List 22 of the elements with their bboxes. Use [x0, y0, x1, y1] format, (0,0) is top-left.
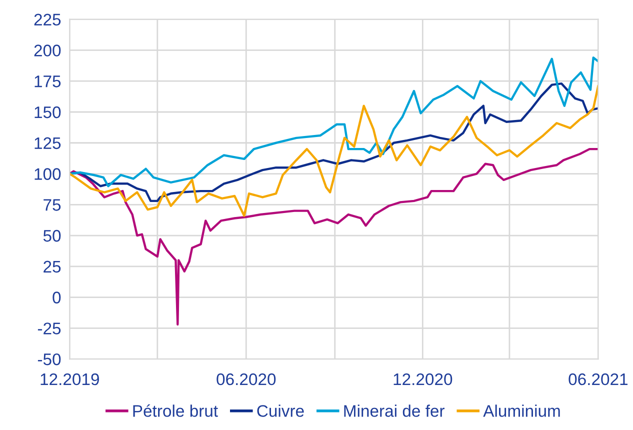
legend-label: Cuivre [257, 404, 304, 417]
y-tick-label: 200 [34, 44, 61, 56]
legend-label: Minerai de fer [344, 404, 445, 417]
legend-label: Aluminium [483, 404, 560, 417]
line-series [70, 148, 598, 326]
y-tick-label: -25 [38, 322, 61, 334]
y-tick-label: 225 [34, 14, 61, 26]
line-series [70, 56, 598, 188]
y-tick-label: 75 [44, 199, 61, 211]
x-tick-label: 12.2020 [394, 373, 452, 386]
y-tick-label: 100 [34, 168, 61, 180]
y-tick-label: 25 [44, 260, 61, 273]
y-tick-label: 125 [34, 137, 61, 150]
y-tick-label: 175 [34, 76, 61, 88]
y-tick-label: 50 [43, 230, 61, 242]
y-tick-label: -50 [38, 353, 61, 366]
y-tick-label: 150 [34, 106, 61, 118]
y-tick-label: 0 [52, 292, 61, 304]
x-tick-label: 06.2020 [216, 373, 276, 386]
legend-label: Pétrole brut [133, 404, 218, 417]
x-tick-label: 12.2019 [40, 373, 99, 386]
x-tick-label: 06.2021 [568, 373, 628, 386]
